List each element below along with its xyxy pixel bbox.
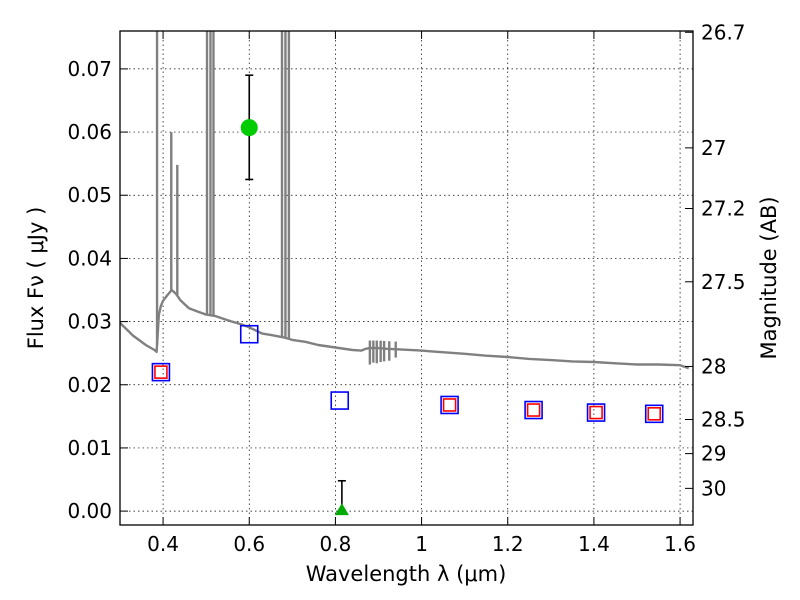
y-tick-label: 0.07 xyxy=(67,57,112,81)
synthetic-photometry-marker xyxy=(440,395,459,415)
x-tick-label: 0.8 xyxy=(320,532,352,556)
y-tick-label: 0.04 xyxy=(67,246,112,270)
grid xyxy=(120,31,693,525)
observed-flux-point xyxy=(240,119,258,137)
y2-axis-label: Magnitude (AB) xyxy=(757,196,781,359)
plot-area xyxy=(120,31,690,516)
tick-labels: 0.4 0.6 0.8 1 1.2 1.4 1.6 0.00 0.01 0.02 0.03 0.04 0… xyxy=(67,20,745,556)
synthetic-photometry-marker xyxy=(586,403,606,422)
model-flux-marker xyxy=(647,407,662,421)
x-axis-label: Wavelength λ (μm) xyxy=(306,562,507,586)
sed-spectrum-line xyxy=(120,288,690,370)
x-tick-label: 1.2 xyxy=(492,532,524,556)
model-flux-marker xyxy=(154,365,168,379)
y2-tick-label: 26.7 xyxy=(701,20,746,44)
y-tick-label: 0.05 xyxy=(67,183,112,207)
synthetic-photometry-marker xyxy=(330,391,350,410)
y-axis-label: Flux Fν ( μJy ) xyxy=(24,207,48,350)
y2-tick-label: 27.2 xyxy=(701,197,746,221)
plot-frame xyxy=(119,30,694,526)
axis-ticks xyxy=(120,31,693,525)
y2-tick-label: 28.5 xyxy=(701,408,746,432)
model-flux-marker xyxy=(589,405,603,420)
synthetic-photometry-marker xyxy=(644,404,664,424)
y-tick-label: 0.01 xyxy=(67,436,112,460)
y-tick-label: 0.03 xyxy=(67,310,112,334)
y-tick-label: 0.06 xyxy=(67,120,112,144)
y-tick-label: 0.00 xyxy=(67,499,112,523)
x-tick-label: 1 xyxy=(415,532,428,556)
x-tick-label: 1.6 xyxy=(664,532,696,556)
y2-tick-label: 27.5 xyxy=(701,270,746,294)
y2-tick-label: 28 xyxy=(701,354,726,378)
upper-limit-triangle xyxy=(334,503,349,516)
x-tick-label: 1.4 xyxy=(578,532,610,556)
y2-tick-label: 27 xyxy=(701,136,726,160)
synthetic-photometry-marker xyxy=(524,400,543,420)
x-tick-label: 0.4 xyxy=(147,532,179,556)
synthetic-photometry-marker xyxy=(151,362,171,382)
y2-tick-label: 29 xyxy=(701,442,726,466)
y2-tick-label: 30 xyxy=(701,476,726,500)
model-flux-marker xyxy=(526,403,541,417)
y-tick-label: 0.02 xyxy=(67,373,112,397)
x-tick-label: 0.6 xyxy=(233,532,265,556)
synthetic-photometry-marker xyxy=(239,324,259,344)
model-flux-marker xyxy=(442,398,457,412)
